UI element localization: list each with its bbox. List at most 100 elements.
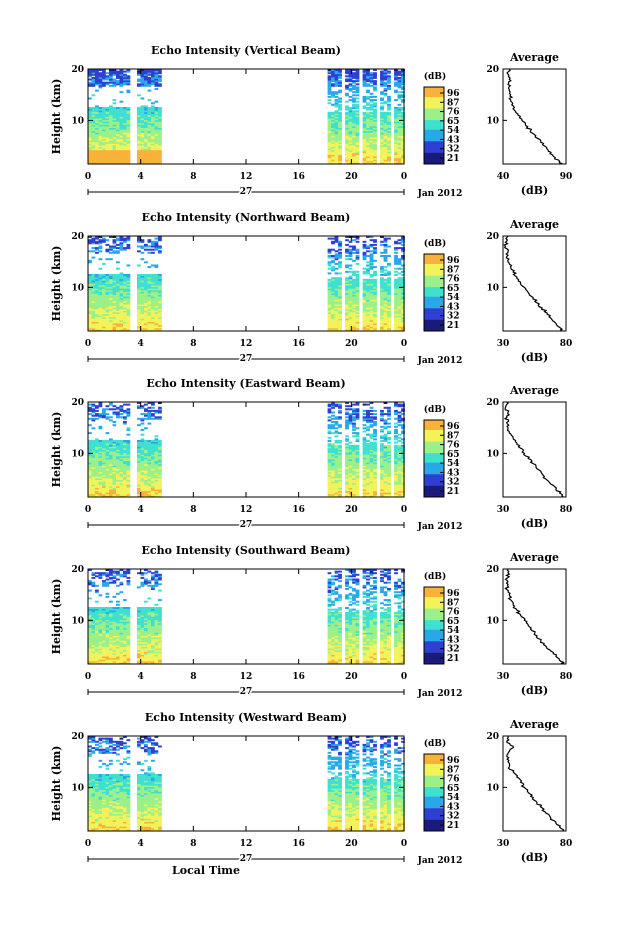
heatmap-cell [352,463,356,466]
heatmap-cell [147,151,152,154]
heatmap-cell [327,286,332,289]
heatmap-cell [123,473,127,476]
heatmap-cell [355,304,360,307]
heatmap-cell [331,327,335,330]
heatmap-cell [88,443,92,446]
heatmap-cell [126,321,131,324]
heatmap-cell [362,451,367,454]
heatmap-cell [327,326,332,329]
heatmap-cell [345,270,349,273]
heatmap-cell [352,154,356,157]
heatmap-cell [151,122,155,125]
heatmap-cell [327,157,332,160]
heatmap-cell [352,281,356,284]
heatmap-cell [369,470,374,473]
heatmap-cell [147,308,152,311]
heatmap-cell [355,403,360,406]
heatmap-cell [327,492,332,495]
heatmap-cell [352,321,356,324]
heatmap-cell [366,462,370,465]
heatmap-cell [126,495,131,498]
heatmap-cell [352,143,356,146]
heatmap-cell [154,492,159,495]
heatmap-cell [112,481,117,484]
colorbar-tick-label: 54 [447,293,460,303]
heatmap-cell [147,119,152,122]
heatmap-cell [338,122,342,125]
heatmap-cell [158,416,162,419]
heatmap-cell [338,72,342,75]
heatmap-cell [345,446,349,449]
heatmap-cell [369,425,374,428]
heatmap-cell [109,116,113,119]
heatmap-cell [387,310,391,313]
heatmap-cell [112,315,117,318]
heatmap-cell [109,289,113,292]
heatmap-cell [147,283,152,286]
heatmap-cell [126,449,131,452]
heatmap-cell [91,476,96,479]
colorbar-swatch [424,142,444,146]
heatmap-cell [327,294,332,297]
heatmap-cell [362,324,367,327]
heatmap-cell [338,262,342,265]
heatmap-cell [387,326,391,329]
heatmap-cell [109,132,113,135]
heatmap-cell [158,492,162,495]
heatmap-cell [348,451,353,454]
heatmap-cell [137,237,141,240]
heatmap-cell [369,103,374,106]
heatmap-cell [366,270,370,273]
heatmap-cell [355,248,360,251]
heatmap-cell [123,305,127,308]
heatmap-cell [119,113,124,116]
heatmap-cell [112,324,117,327]
heatmap-cell [355,75,360,78]
heatmap-cell [373,95,377,98]
heatmap-cell [102,416,106,419]
heatmap-cell [383,113,388,116]
heatmap-cell [126,459,131,461]
heatmap-cell [334,316,339,319]
heatmap-cell [116,304,120,307]
heatmap-cell [105,135,110,138]
heatmap-cell [338,432,342,435]
heatmap-cell [137,132,141,135]
heatmap-cell [380,236,384,238]
heatmap-cell [366,485,370,488]
echo-panel-1: Echo Intensity (Northward Beam)0 4 8 12 16 20… [50,211,572,366]
heatmap-cell [116,73,120,76]
heatmap-cell [355,460,360,463]
heatmap-cell [369,105,374,108]
heatmap-cell [144,151,148,154]
heatmap-cell [327,296,332,299]
heatmap-cell [331,432,335,435]
heatmap-cell [345,490,349,493]
heatmap-cell [338,256,342,259]
heatmap-cell [105,148,110,151]
heatmap-cell [348,297,353,300]
heatmap-cell [140,466,145,469]
heatmap-cell [345,250,349,253]
heatmap-cell [95,110,99,113]
heatmap-cell [369,297,374,300]
heatmap-cell [144,305,148,308]
heatmap-cell [140,489,145,492]
heatmap-cell [119,126,124,128]
heatmap-cell [91,471,96,474]
heatmap-cell [369,111,374,114]
heatmap-cell [102,122,106,125]
heatmap-cell [88,323,92,326]
heatmap-cell [362,466,367,469]
heatmap-cell [352,105,356,108]
heatmap-cell [98,242,103,245]
heatmap-cell [116,416,120,419]
heatmap-cell [98,122,103,125]
heatmap-cell [394,323,398,326]
heatmap-cell [401,138,405,141]
x-tick-label: 4 [138,339,144,349]
heatmap-cell [140,143,145,146]
heatmap-cell [345,468,349,471]
heatmap-cell [380,307,384,310]
heatmap-cell [366,288,370,291]
